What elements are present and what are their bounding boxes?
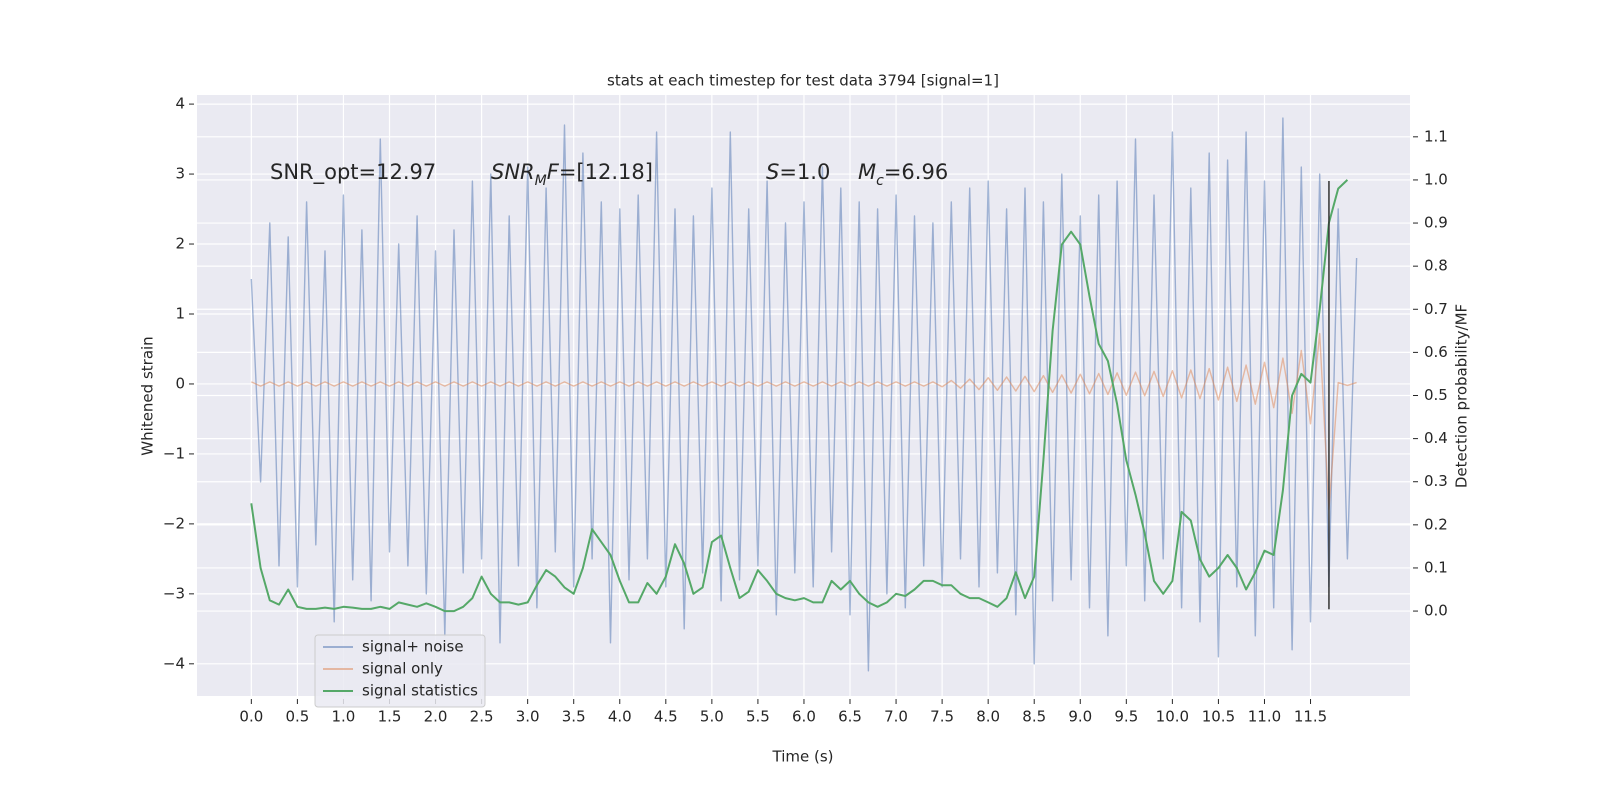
x-tick-label: 8.0 — [976, 708, 1000, 726]
y2-tick-label: 0.2 — [1424, 515, 1448, 533]
y-tick-label: −2 — [163, 514, 185, 532]
x-tick-label: 2.5 — [470, 708, 494, 726]
x-tick-label: 6.0 — [792, 708, 816, 726]
annotation-part: M — [858, 160, 876, 184]
y-tick-label: −3 — [163, 584, 185, 602]
annotation-part: =6.96 — [884, 160, 948, 184]
y2-tick-label: 0.1 — [1424, 558, 1448, 576]
annotation-part: =[12.18] — [559, 160, 653, 184]
x-tick-label: 3.0 — [516, 708, 540, 726]
annotation-part: SNR — [491, 160, 535, 184]
y2-tick-label: 0.3 — [1424, 472, 1448, 490]
y-tick-label: 2 — [175, 235, 185, 253]
y2-tick-label: 0.8 — [1424, 257, 1448, 275]
x-tick-label: 0.0 — [239, 708, 263, 726]
x-tick-label: 4.5 — [654, 708, 678, 726]
annotation-part: S — [766, 160, 779, 184]
y2-tick-label: 0.7 — [1424, 300, 1448, 318]
legend-label: signal+ noise — [362, 638, 464, 656]
x-tick-label: 9.5 — [1114, 708, 1138, 726]
annotation: S=1.0 — [766, 160, 830, 184]
x-tick-label: 10.5 — [1202, 708, 1235, 726]
y-tick-label: 3 — [175, 165, 185, 183]
series-line — [250, 179, 1349, 613]
x-tick-label: 3.5 — [562, 708, 586, 726]
legend-label: signal statistics — [362, 682, 478, 700]
y-tick-label: 4 — [175, 95, 185, 113]
x-tick-label: 8.5 — [1022, 708, 1046, 726]
y2-tick-label: 1.0 — [1424, 170, 1448, 188]
series-line — [250, 117, 1358, 672]
x-tick-label: 1.0 — [332, 708, 356, 726]
annotation-part: SNR_opt=12.97 — [270, 160, 436, 185]
annotation-part: M — [535, 173, 547, 189]
annotation: Mc=6.96 — [858, 160, 948, 189]
y-axis-label: Whitened strain — [139, 336, 157, 455]
y-tick-label: −1 — [163, 444, 185, 462]
y2-tick-label: 0.9 — [1424, 214, 1448, 232]
legend-box — [314, 634, 486, 708]
y2-tick-label: 0.4 — [1424, 429, 1448, 447]
x-tick-label: 7.5 — [930, 708, 954, 726]
x-tick-label: 2.0 — [424, 708, 448, 726]
x-tick-label: 0.5 — [285, 708, 309, 726]
x-tick-label: 4.0 — [608, 708, 632, 726]
x-tick-label: 7.0 — [884, 708, 908, 726]
annotation: SNRMF=[12.18] — [491, 160, 653, 189]
x-tick-label: 11.5 — [1294, 708, 1327, 726]
annotation-part: c — [876, 173, 884, 189]
x-axis-label: Time (s) — [772, 748, 834, 766]
legend-label: signal only — [362, 660, 443, 678]
y-tick-label: 0 — [175, 374, 185, 392]
x-tick-label: 11.0 — [1248, 708, 1281, 726]
y2-tick-label: 0.6 — [1424, 343, 1448, 361]
x-tick-label: 9.0 — [1068, 708, 1092, 726]
annotation-part: F — [547, 160, 560, 184]
annotation: SNR_opt=12.97 — [270, 160, 436, 185]
x-tick-label: 10.0 — [1156, 708, 1189, 726]
chart-title: stats at each timestep for test data 379… — [607, 72, 999, 90]
y-tick-label: 1 — [175, 304, 185, 322]
x-tick-label: 1.5 — [378, 708, 402, 726]
y-tick-label: −4 — [163, 654, 185, 672]
y2-tick-label: 1.1 — [1424, 127, 1448, 145]
series-line — [251, 332, 1357, 511]
annotation-part: =1.0 — [779, 160, 830, 184]
x-tick-label: 5.5 — [746, 708, 770, 726]
y2-tick-label: 0.0 — [1424, 602, 1448, 620]
y2-tick-label: 0.5 — [1424, 386, 1448, 404]
x-tick-label: 6.5 — [838, 708, 862, 726]
x-tick-label: 5.0 — [700, 708, 724, 726]
y2-axis-label: Detection probability/MF — [1453, 304, 1471, 488]
